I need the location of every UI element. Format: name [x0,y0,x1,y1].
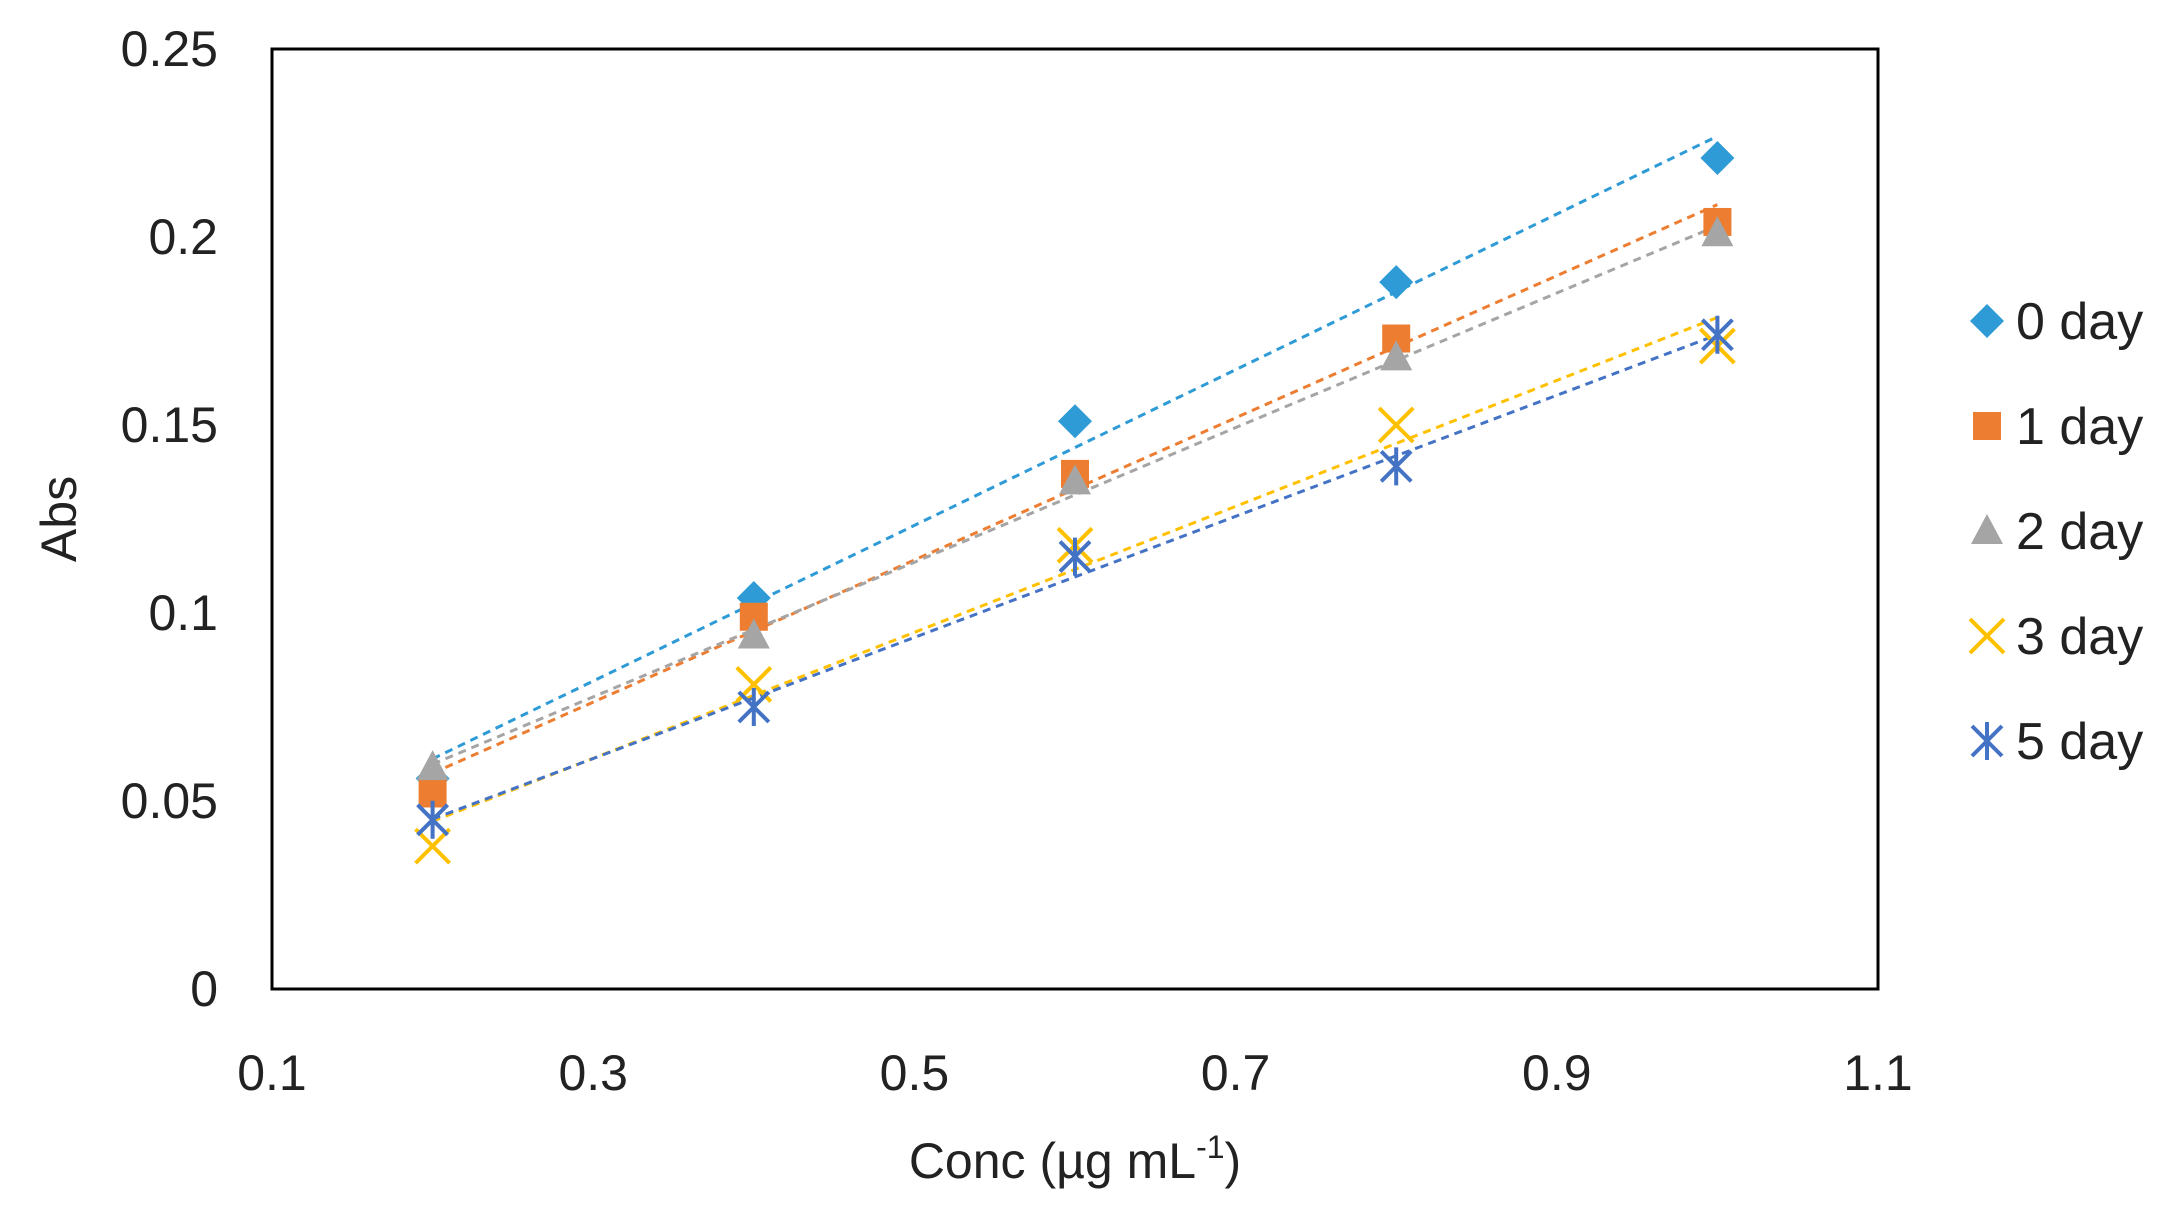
data-point-0-day [1700,141,1735,176]
x-axis-ticks: 0.1 0.3 0.5 0.7 0.9 1.1 [237,1045,1913,1101]
x-tick-label: 0.7 [1201,1045,1271,1101]
legend-label: 2 day [2016,503,2143,561]
data-point-5-day [1058,537,1092,576]
x-tick-label: 0.3 [558,1045,628,1101]
y-tick-label: 0.15 [121,397,218,453]
legend: 0 day 1 day 2 day 3 day 5 day [1968,293,2143,771]
data-markers [414,141,1736,865]
data-point-2-day [1059,464,1091,495]
data-point-5-day [1700,315,1734,354]
y-tick-label: 0.05 [121,773,218,829]
legend-label: 3 day [2016,608,2143,666]
legend-label: 5 day [2016,713,2143,771]
data-point-5-day [737,688,771,726]
y-tick-label: 0.1 [148,585,218,641]
data-point-2-day [1380,340,1413,371]
legend-label: 0 day [2016,293,2143,351]
data-point-0-day [1379,265,1414,300]
x-tick-label: 1.1 [1843,1045,1913,1101]
plot-area [270,47,1880,991]
y-tick-label: 0.2 [148,209,218,265]
legend-marker-2-day [1971,514,2003,544]
y-tick-label: 0.25 [121,21,218,77]
data-point-3-day [1377,406,1415,444]
legend-marker-1-day [1973,412,2001,440]
y-axis-ticks: 0 0.05 0.1 0.15 0.2 0.25 [121,21,218,1017]
y-axis-title: Abs [31,476,87,562]
x-tick-label: 0.1 [237,1045,307,1101]
x-tick-label: 0.9 [1522,1045,1592,1101]
data-point-3-day [414,827,452,865]
legend-marker-3-day [1968,617,2006,655]
data-point-2-day [1701,216,1734,247]
x-tick-label: 0.5 [880,1045,950,1101]
data-point-2-day [416,750,449,781]
data-point-5-day [1379,447,1413,486]
trendline-5-day [432,333,1718,821]
legend-marker-0-day [1970,304,2004,338]
data-point-0-day [1058,404,1092,439]
data-point-5-day [416,800,450,839]
legend-marker-5-day [1970,722,2004,760]
data-point-2-day [737,618,770,649]
legend-label: 1 day [2016,398,2143,456]
x-axis-title: Conc (µg mL-1) [909,1129,1241,1189]
y-tick-label: 0 [190,961,218,1017]
